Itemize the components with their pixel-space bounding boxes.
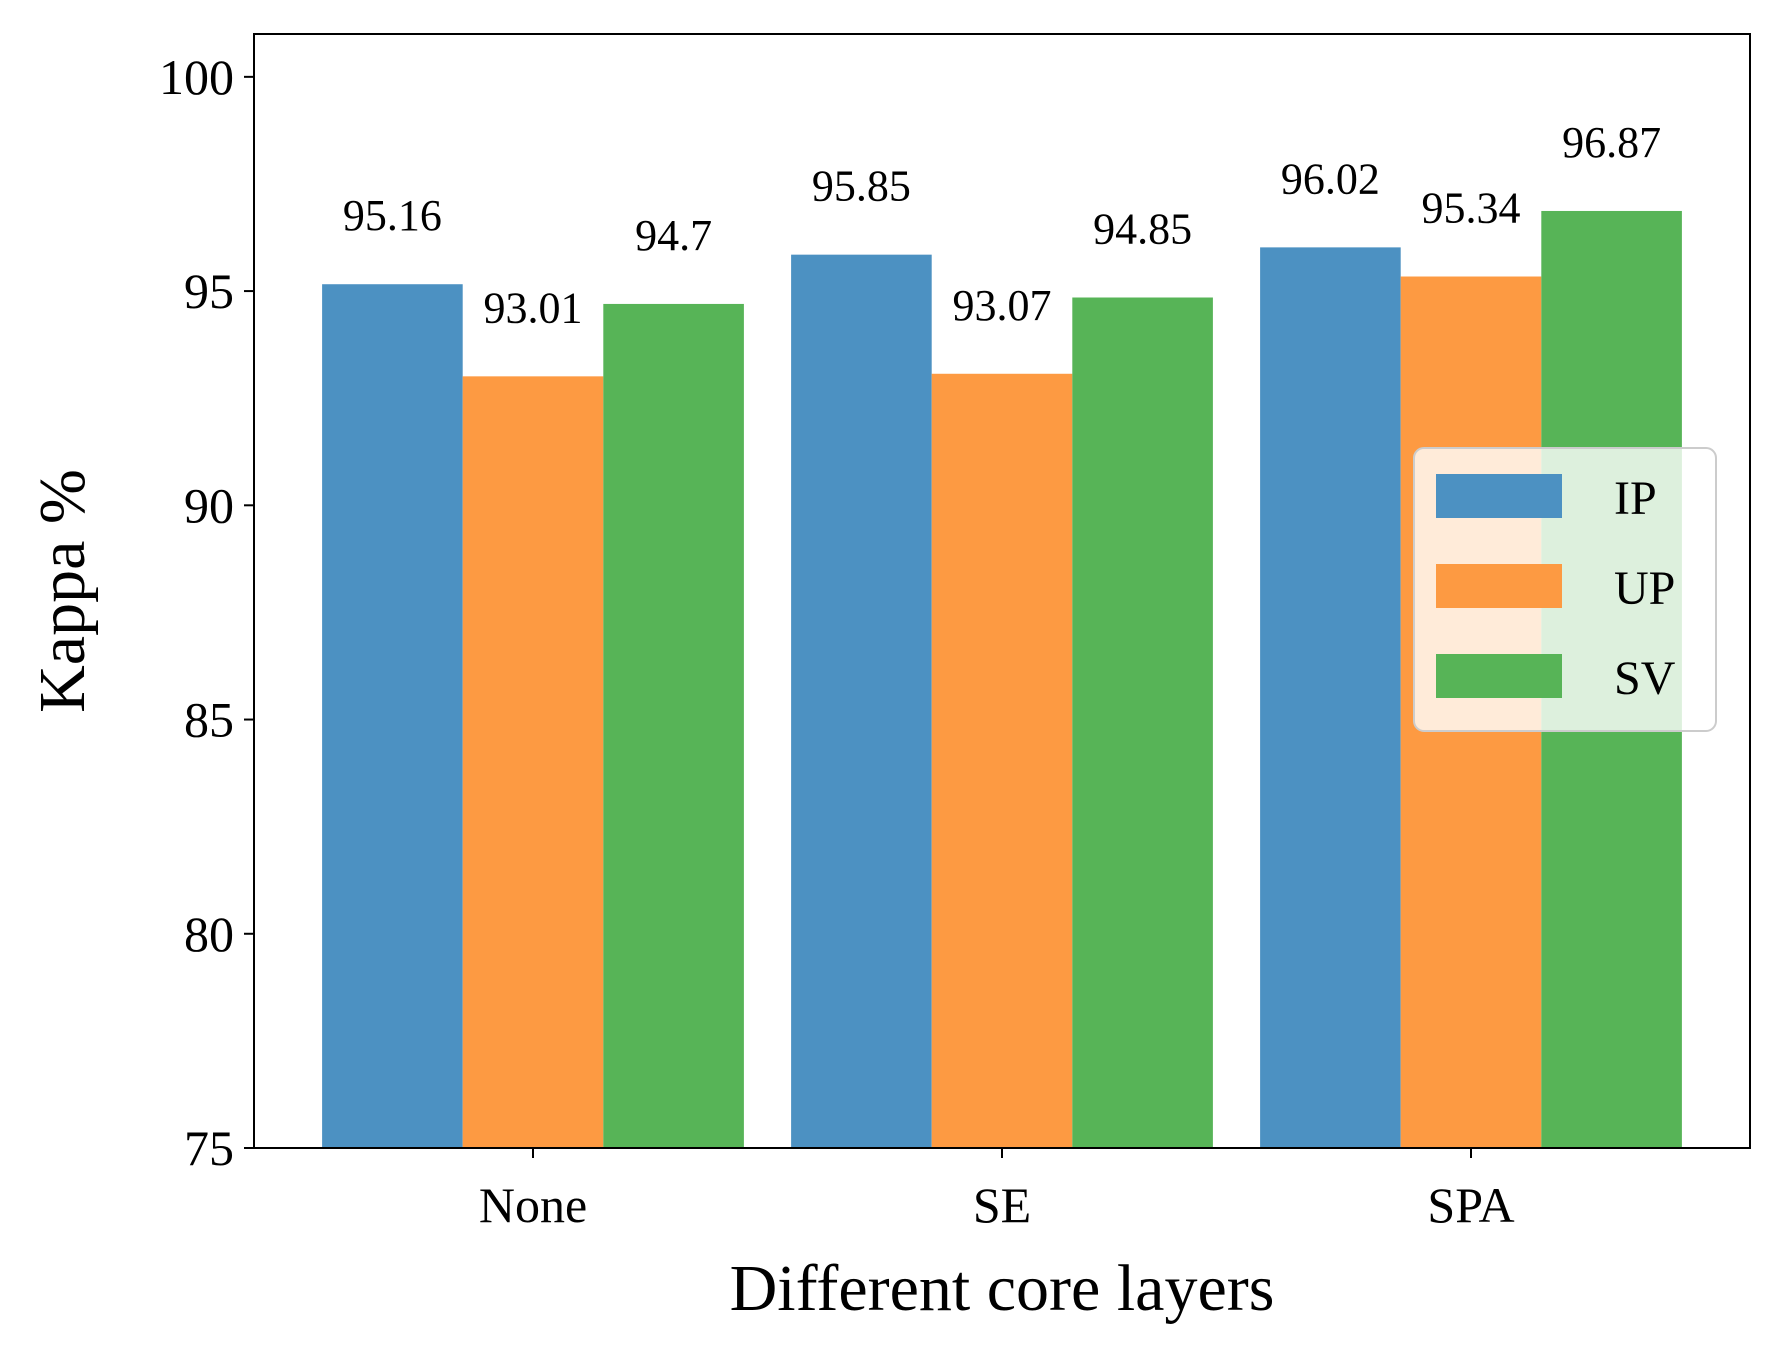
y-tick-label-90: 90 bbox=[184, 477, 234, 533]
legend-label-sv: SV bbox=[1614, 652, 1676, 705]
legend: IP UP SV bbox=[1413, 447, 1717, 732]
data-label-up-spa: 95.34 bbox=[1422, 184, 1521, 233]
y-tick-label-85: 85 bbox=[184, 692, 234, 748]
y-tick-label-100: 100 bbox=[159, 49, 234, 105]
data-label-up-none: 93.01 bbox=[484, 283, 583, 332]
bar-ip-spa bbox=[1260, 247, 1401, 1148]
bar-sv-none bbox=[603, 303, 744, 1148]
legend-swatch-up bbox=[1436, 564, 1562, 608]
data-label-ip-spa: 96.02 bbox=[1281, 154, 1380, 203]
x-tick-label-spa: SPA bbox=[1427, 1177, 1514, 1233]
data-label-ip-none: 95.16 bbox=[343, 191, 442, 240]
y-tick-label-80: 80 bbox=[184, 906, 234, 962]
data-label-sv-none: 94.7 bbox=[635, 211, 712, 260]
y-axis-title: Kappa % bbox=[26, 469, 99, 713]
bar-up-se bbox=[931, 373, 1073, 1148]
x-tick-label-none: None bbox=[479, 1177, 587, 1233]
data-label-ip-se: 95.85 bbox=[812, 162, 911, 211]
legend-label-up: UP bbox=[1614, 562, 1675, 615]
data-labels-layer: 95.16 93.01 94.7 95.85 93.07 94.85 96.02 95.34 9… bbox=[343, 118, 1661, 332]
data-label-up-se: 93.07 bbox=[953, 281, 1052, 330]
data-label-sv-se: 94.85 bbox=[1093, 205, 1192, 254]
bar-up-none bbox=[462, 376, 604, 1148]
x-axis: None SE SPA bbox=[479, 1148, 1515, 1233]
bar-sv-se bbox=[1072, 297, 1213, 1148]
bar-ip-se bbox=[791, 254, 932, 1148]
bar-ip-none bbox=[322, 284, 463, 1148]
legend-swatch-ip bbox=[1436, 474, 1562, 518]
data-label-sv-spa: 96.87 bbox=[1562, 118, 1661, 167]
legend-swatch-sv bbox=[1436, 654, 1562, 698]
x-axis-title: Different core layers bbox=[730, 1252, 1275, 1325]
legend-label-ip: IP bbox=[1614, 472, 1657, 525]
y-tick-label-75: 75 bbox=[184, 1120, 234, 1176]
x-tick-label-se: SE bbox=[973, 1177, 1031, 1233]
y-tick-label-95: 95 bbox=[184, 263, 234, 319]
y-axis: 75 80 85 90 95 100 bbox=[159, 49, 254, 1176]
